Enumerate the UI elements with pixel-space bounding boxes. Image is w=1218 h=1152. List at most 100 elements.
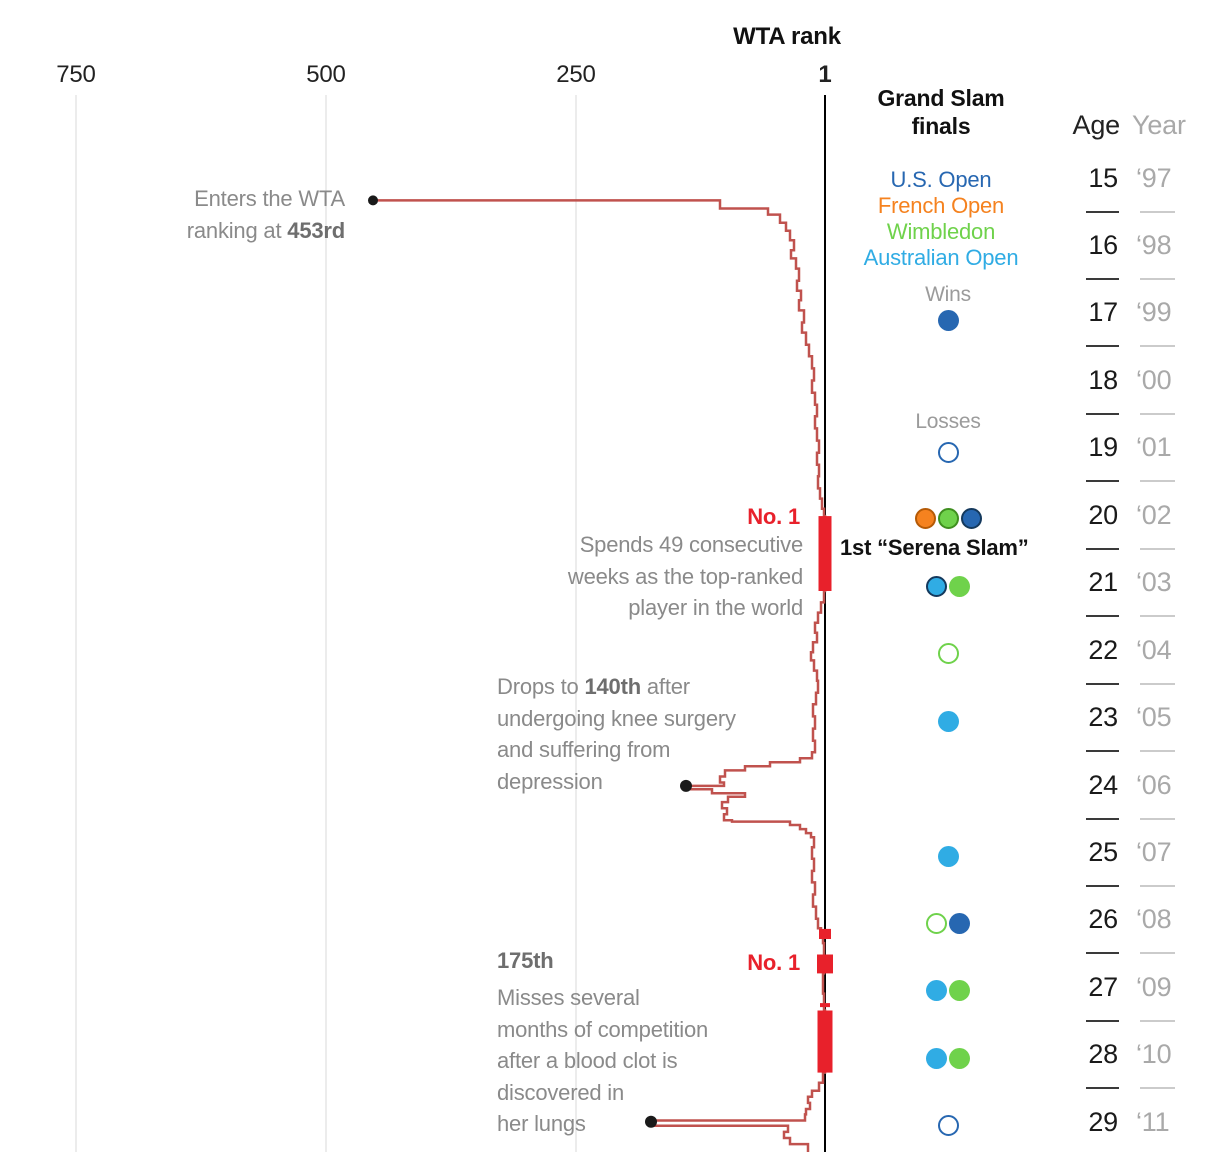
year-value: ‘05 — [1136, 702, 1172, 733]
age-value: 21 — [1088, 567, 1118, 598]
year-value: ‘10 — [1136, 1039, 1172, 1070]
age-value: 24 — [1088, 769, 1118, 800]
year-value: ‘97 — [1136, 162, 1172, 193]
annotation-serena-slam: 1st “Serena Slam” — [840, 535, 1029, 560]
year-value: ‘08 — [1136, 904, 1172, 935]
us-open-win-dot — [937, 309, 959, 331]
annotation-no1-second: No. 1 — [747, 950, 800, 975]
age-row-separator — [1086, 817, 1119, 820]
age-row-separator — [1086, 345, 1119, 348]
x-tick-label-750: 750 — [56, 61, 96, 88]
annotation-enters-wta: Enters the WTA ranking at 453rd — [105, 183, 345, 246]
tournament-legend: U.S. Open French Open Wimbledon Australian … — [836, 167, 1046, 271]
x-tick-label-1: 1 — [818, 61, 832, 88]
us-open-loss-dot — [937, 441, 959, 463]
age-row-separator — [1086, 952, 1119, 955]
year-row-separator — [1140, 480, 1175, 483]
age-value: 25 — [1088, 837, 1118, 867]
age-column-header: Age — [1072, 110, 1121, 140]
australian-open-win-dot — [926, 575, 947, 597]
age-row-separator — [1086, 480, 1119, 483]
australian-open-win-dot — [926, 1047, 947, 1069]
age-row-separator — [1086, 885, 1119, 887]
age-row-separator — [1086, 277, 1119, 280]
x-tick-label-500: 500 — [306, 61, 346, 88]
annotation-drops-140: Drops to 140th after undergoing knee sur… — [497, 671, 807, 797]
annotation-line: discovered in — [497, 1079, 625, 1105]
annotation-175th: 175th — [497, 948, 554, 973]
year-value: ‘99 — [1136, 297, 1172, 328]
legend-wimbledon: Wimbledon — [886, 219, 996, 244]
wimbledon-loss-dot — [937, 643, 959, 665]
year-value: ‘02 — [1136, 499, 1172, 530]
age-value: 27 — [1088, 971, 1118, 1002]
age-value: 22 — [1088, 634, 1118, 665]
wimbledon-win-dot — [949, 980, 970, 1002]
no1-period-bar — [817, 954, 833, 974]
wimbledon-win-dot — [937, 508, 959, 530]
annotation-line: undergoing knee surgery — [497, 705, 736, 731]
year-row-separator — [1140, 547, 1175, 550]
wins-legend-label: Wins — [925, 283, 971, 306]
year-row-separator — [1140, 412, 1175, 415]
age-row-separator — [1086, 547, 1119, 550]
annotation-line: months of competition — [497, 1016, 709, 1042]
annotation-marker-dot — [368, 195, 378, 206]
australian-open-win-dot — [937, 845, 959, 867]
age-row-separator — [1086, 1087, 1119, 1090]
year-row-separator — [1140, 345, 1175, 348]
age-value: 15 — [1088, 162, 1118, 193]
grand-slam-finals-header: Grand Slam finals — [877, 85, 1005, 139]
annotation-line: ranking at 453rd — [186, 217, 345, 243]
age-value: 18 — [1088, 364, 1118, 395]
annotation-marker-dot — [645, 1115, 657, 1128]
wimbledon-loss-dot — [926, 912, 947, 934]
annotation-marker-dot — [680, 779, 692, 792]
year-row-separator — [1140, 750, 1175, 753]
annotation-line: her lungs — [497, 1111, 586, 1136]
wimbledon-win-dot — [949, 1047, 970, 1069]
age-value: 19 — [1088, 432, 1118, 463]
year-value: ‘00 — [1136, 364, 1172, 395]
annotation-line: and suffering from — [497, 737, 671, 762]
annotation-line: player in the world — [628, 595, 803, 620]
us-open-win-dot — [949, 912, 970, 934]
year-value: ‘07 — [1136, 837, 1172, 867]
year-row-separator — [1140, 1087, 1175, 1090]
annotation-line: Spends 49 consecutive — [579, 532, 803, 557]
year-row-separator — [1140, 952, 1175, 955]
year-row-separator — [1140, 817, 1175, 820]
annotation-line: Misses several — [497, 985, 640, 1010]
year-value: ‘04 — [1136, 634, 1172, 665]
annotation-49-weeks: Spends 49 consecutive weeks as the top-r… — [493, 529, 803, 624]
year-value: ‘98 — [1136, 229, 1172, 260]
year-value: ‘03 — [1136, 567, 1172, 598]
no1-period-bar — [817, 1010, 833, 1073]
us-open-win-dot — [960, 508, 982, 530]
year-value: ‘09 — [1136, 971, 1172, 1002]
annotation-no1-first: No. 1 — [747, 504, 800, 529]
us-open-loss-dot — [937, 1115, 959, 1137]
year-row-separator — [1140, 615, 1175, 618]
age-value: 23 — [1088, 702, 1118, 733]
annotation-line: weeks as the top-ranked — [567, 563, 803, 589]
age-value: 17 — [1088, 297, 1118, 328]
age-value: 20 — [1088, 499, 1118, 530]
year-value: ‘06 — [1136, 769, 1172, 800]
age-row-separator — [1086, 412, 1119, 415]
year-row-separator — [1140, 210, 1175, 213]
year-value: ‘11 — [1136, 1106, 1170, 1137]
age-row-separator — [1086, 210, 1119, 213]
no1-period-bar — [820, 1003, 830, 1008]
age-row-separator — [1086, 615, 1119, 618]
age-row-separator — [1086, 682, 1119, 685]
legend-french-open: French Open — [877, 193, 1005, 218]
year-value: ‘01 — [1136, 432, 1172, 463]
french-open-win-dot — [914, 508, 936, 530]
age-row-separator — [1086, 750, 1119, 753]
annotation-line: Enters the WTA — [194, 186, 345, 211]
legend-australian-open: Australian Open — [863, 245, 1019, 270]
year-row-separator — [1140, 1019, 1175, 1022]
